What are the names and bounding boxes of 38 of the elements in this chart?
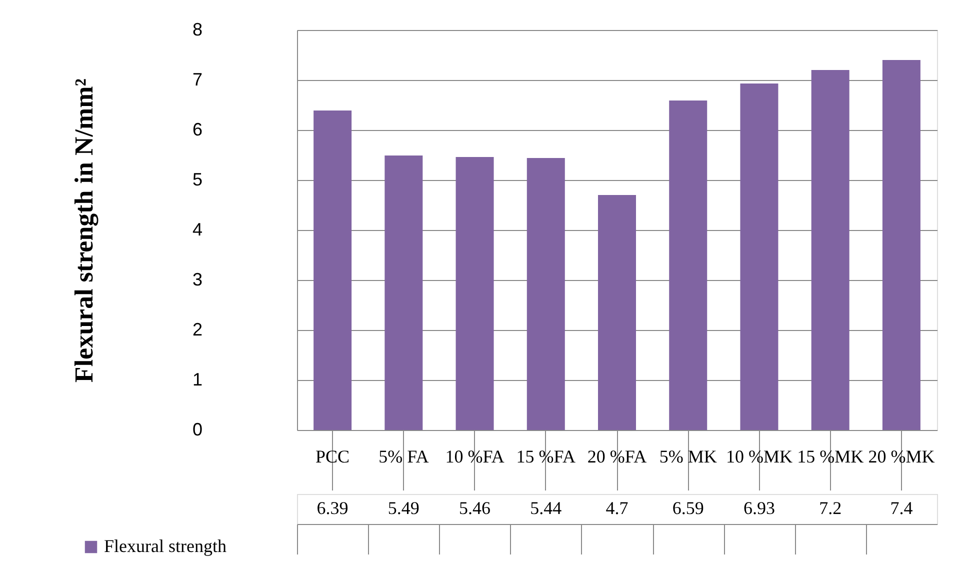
y-tick-label: 2 xyxy=(192,320,202,340)
x-tick-label: PCC xyxy=(316,446,350,466)
y-axis-title: Flexural strength in N/mm² xyxy=(69,78,98,383)
x-tick-label: 20 %MK xyxy=(868,446,935,466)
data-label: 7.2 xyxy=(819,498,842,518)
bar xyxy=(811,70,850,430)
data-label: 5.49 xyxy=(388,498,420,518)
y-tick-label: 5 xyxy=(192,170,202,190)
data-label: 5.46 xyxy=(459,498,491,518)
y-tick-label: 8 xyxy=(192,20,202,40)
data-label: 5.44 xyxy=(530,498,562,518)
bar xyxy=(456,157,494,430)
x-tick-label: 10 %MK xyxy=(726,446,792,466)
y-tick-label: 4 xyxy=(192,220,202,240)
data-label: 7.4 xyxy=(890,498,913,518)
x-tick-label: 20 %FA xyxy=(587,446,647,466)
x-tick-label: 15 %FA xyxy=(516,446,576,466)
bar xyxy=(740,84,778,430)
x-tick-label: 5% FA xyxy=(378,446,429,466)
bar xyxy=(314,110,352,430)
x-tick-label: 15 %MK xyxy=(797,446,864,466)
y-tick-label: 0 xyxy=(192,420,202,440)
data-label: 6.93 xyxy=(743,498,775,518)
data-label: 4.7 xyxy=(606,498,628,518)
data-label: 6.59 xyxy=(672,498,704,518)
y-tick-label: 3 xyxy=(192,270,202,290)
bar xyxy=(526,158,565,430)
bar xyxy=(384,156,423,430)
y-tick-label: 7 xyxy=(192,70,202,90)
data-label: 6.39 xyxy=(316,498,348,518)
x-tick-label: 10 %FA xyxy=(445,446,504,466)
x-tick-label: 5% MK xyxy=(659,446,717,466)
y-tick-label: 6 xyxy=(192,120,202,140)
y-tick-label: 1 xyxy=(192,370,202,390)
bar xyxy=(598,195,636,430)
bar xyxy=(882,60,920,430)
legend-label: Flexural strength xyxy=(104,536,226,556)
bar xyxy=(669,100,708,430)
